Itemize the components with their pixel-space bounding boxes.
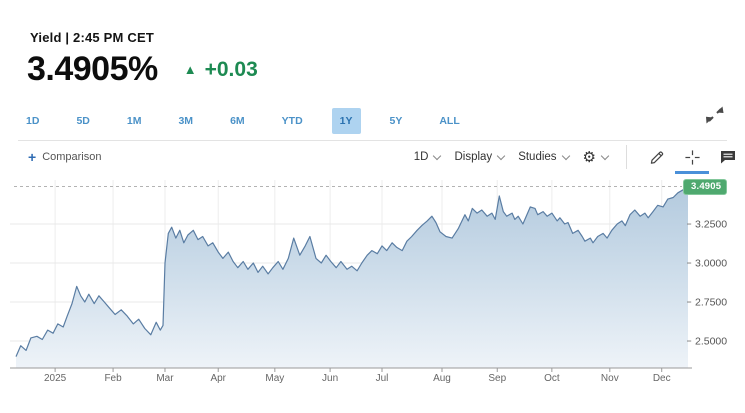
last-price-value: 3.4905	[691, 181, 722, 193]
range-tab-all[interactable]: ALL	[439, 115, 460, 127]
range-tab-1m[interactable]: 1M	[126, 115, 142, 127]
section-divider	[18, 140, 727, 141]
chat-icon	[721, 151, 735, 164]
range-tab-3m[interactable]: 3M	[178, 115, 194, 127]
range-tab-1y[interactable]: 1Y	[331, 108, 361, 134]
price-chart[interactable]: 2025 Feb Mar Apr May Jun Jul Aug Sep Oct Nov Dec 3.2…	[0, 176, 745, 413]
chevron-down-icon	[600, 151, 610, 160]
svg-text:3.2500: 3.2500	[695, 219, 727, 231]
chat-annotation-button[interactable]	[717, 146, 739, 168]
svg-text:Sep: Sep	[488, 373, 506, 384]
area-fill	[16, 186, 688, 368]
chart-canvas: 2025 Feb Mar Apr May Jun Jul Aug Sep Oct Nov Dec 3.2…	[10, 180, 727, 384]
pencil-icon	[650, 150, 663, 164]
comparison-label: Comparison	[42, 151, 102, 163]
instrument-title: Yield | 2:45 PM CET	[30, 30, 154, 45]
settings-dropdown[interactable]: ⚙	[582, 148, 610, 166]
add-comparison-button[interactable]: + Comparison	[28, 150, 102, 164]
x-axis: 2025 Feb Mar Apr May Jun Jul Aug Sep Oct Nov Dec	[10, 367, 692, 384]
svg-text:Apr: Apr	[210, 373, 226, 384]
range-tabs: 1D 5D 1M 3M 6M YTD 1Y 5Y ALL	[18, 108, 489, 134]
svg-text:2025: 2025	[44, 373, 67, 384]
display-label: Display	[454, 151, 493, 163]
svg-text:Feb: Feb	[104, 373, 122, 384]
svg-text:Jun: Jun	[322, 373, 338, 384]
range-tab-5d[interactable]: 5D	[76, 115, 90, 127]
gear-icon: ⚙	[582, 148, 596, 166]
toolbar-divider	[626, 145, 627, 169]
chart-toolbar: + Comparison 1D Display Studies ⚙	[0, 141, 745, 176]
crosshair-tool-button[interactable]	[675, 146, 709, 174]
svg-text:3.0000: 3.0000	[695, 258, 727, 270]
range-tab-1d[interactable]: 1D	[26, 115, 40, 127]
svg-text:Nov: Nov	[601, 373, 619, 384]
svg-text:2.5000: 2.5000	[695, 336, 727, 348]
studies-label: Studies	[518, 151, 557, 163]
daily-change: ▲ +0.03	[184, 58, 258, 82]
yield-line	[15, 186, 689, 357]
svg-text:May: May	[265, 373, 284, 384]
crosshair-icon	[684, 149, 700, 165]
draw-tool-button[interactable]	[645, 146, 667, 168]
studies-dropdown[interactable]: Studies	[518, 151, 570, 163]
chevron-down-icon	[561, 151, 570, 160]
chevron-down-icon	[433, 151, 442, 160]
change-value: +0.03	[204, 57, 258, 81]
expand-icon[interactable]	[702, 102, 728, 128]
chevron-down-icon	[496, 151, 506, 160]
svg-text:Oct: Oct	[544, 373, 560, 384]
range-tab-ytd[interactable]: YTD	[281, 115, 303, 127]
range-tab-6m[interactable]: 6M	[230, 115, 245, 127]
current-yield-value: 3.4905%	[27, 50, 158, 88]
last-price-badge: 3.4905	[683, 178, 728, 195]
interval-label: 1D	[413, 151, 429, 163]
svg-text:Jul: Jul	[376, 373, 389, 384]
price-row: 3.4905% ▲ +0.03	[27, 50, 258, 89]
svg-text:Dec: Dec	[653, 373, 671, 384]
svg-text:Aug: Aug	[433, 373, 451, 384]
y-axis: 3.2500 3.0000 2.7500 2.5000	[687, 219, 727, 348]
interval-dropdown[interactable]: 1D	[413, 151, 442, 163]
plus-icon: +	[28, 149, 37, 165]
svg-text:Mar: Mar	[156, 373, 174, 384]
svg-text:2.7500: 2.7500	[695, 297, 727, 309]
up-arrow-icon: ▲	[183, 62, 197, 77]
range-tab-5y[interactable]: 5Y	[389, 115, 403, 127]
display-dropdown[interactable]: Display	[454, 151, 506, 163]
